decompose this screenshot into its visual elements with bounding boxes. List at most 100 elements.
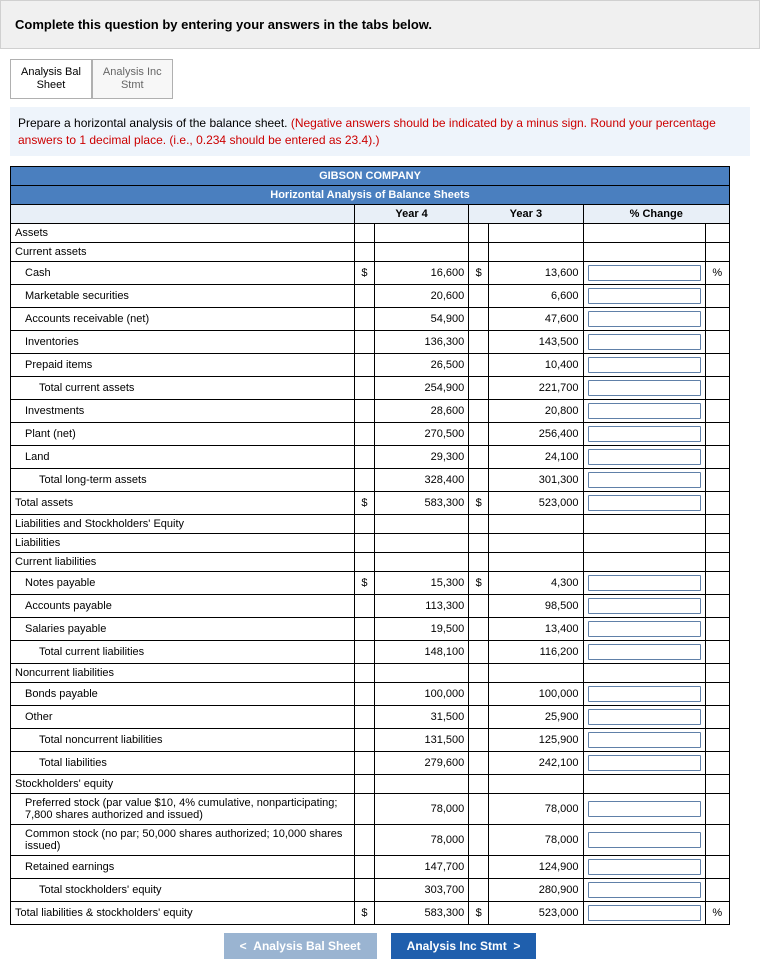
row-ncl: Noncurrent liabilities [11, 663, 355, 682]
prev-tab-label: Analysis Bal Sheet [253, 939, 360, 953]
chevron-right-icon: > [513, 939, 520, 953]
row-tca-label: Total current assets [11, 376, 355, 399]
next-tab-button[interactable]: Analysis Inc Stmt > [391, 933, 537, 959]
row-other-y3: 25,900 [489, 705, 583, 728]
row-tlta-label: Total long-term assets [11, 468, 355, 491]
row-other-y4: 31,500 [374, 705, 468, 728]
row-tlse-pct: % [705, 901, 729, 924]
row-sp-chg-input[interactable] [588, 621, 701, 637]
row-tlse-chg-input[interactable] [588, 905, 701, 921]
instruction-banner: Complete this question by entering your … [0, 0, 760, 49]
row-plant-y4: 270,500 [374, 422, 468, 445]
row-ta-chg-input[interactable] [588, 495, 701, 511]
row-common-chg-input[interactable] [588, 832, 701, 848]
row-tncl-chg-input[interactable] [588, 732, 701, 748]
row-bp-y4: 100,000 [374, 682, 468, 705]
row-sp-y3: 13,400 [489, 617, 583, 640]
row-tl-y4: 279,600 [374, 751, 468, 774]
row-assets: Assets [11, 223, 355, 242]
row-ar-y3: 47,600 [489, 307, 583, 330]
row-re-chg-input[interactable] [588, 859, 701, 875]
row-cash-label: Cash [11, 261, 355, 284]
row-cash-cur4: $ [354, 261, 374, 284]
row-inv-label: Inventories [11, 330, 355, 353]
row-plant-y3: 256,400 [489, 422, 583, 445]
row-prepaid-y4: 26,500 [374, 353, 468, 376]
row-common-label: Common stock (no par; 50,000 shares auth… [11, 824, 355, 855]
row-tcl-chg-input[interactable] [588, 644, 701, 660]
row-ta-y4: 583,300 [374, 491, 468, 514]
row-pref-label: Preferred stock (par value $10, 4% cumul… [11, 793, 355, 824]
row-np-chg-input[interactable] [588, 575, 701, 591]
tab-analysis-inc-stmt[interactable]: Analysis Inc Stmt [92, 59, 173, 99]
row-ar-chg-input[interactable] [588, 311, 701, 327]
row-liab-se: Liabilities and Stockholders' Equity [11, 514, 355, 533]
row-tse-y3: 280,900 [489, 878, 583, 901]
next-tab-label: Analysis Inc Stmt [407, 939, 507, 953]
row-ta-cur3: $ [469, 491, 489, 514]
row-other-label: Other [11, 705, 355, 728]
row-bp-label: Bonds payable [11, 682, 355, 705]
row-tncl-y4: 131,500 [374, 728, 468, 751]
balance-sheet-table: GIBSON COMPANY Horizontal Analysis of Ba… [10, 166, 730, 925]
row-tse-y4: 303,700 [374, 878, 468, 901]
row-prepaid-label: Prepaid items [11, 353, 355, 376]
nav-bottom: < Analysis Bal Sheet Analysis Inc Stmt > [0, 933, 760, 959]
row-inv-y3: 143,500 [489, 330, 583, 353]
row-bp-chg-input[interactable] [588, 686, 701, 702]
tab-analysis-bal-sheet[interactable]: Analysis Bal Sheet [10, 59, 92, 99]
question-prompt: Prepare a horizontal analysis of the bal… [10, 107, 750, 155]
row-ta-cur4: $ [354, 491, 374, 514]
row-other-chg-input[interactable] [588, 709, 701, 725]
col-change: % Change [583, 204, 729, 223]
row-ta-y3: 523,000 [489, 491, 583, 514]
row-bp-y3: 100,000 [489, 682, 583, 705]
row-np-y3: 4,300 [489, 571, 583, 594]
col-year3: Year 3 [469, 204, 583, 223]
row-ta-label: Total assets [11, 491, 355, 514]
row-mkt-label: Marketable securities [11, 284, 355, 307]
tabs-row: Analysis Bal Sheet Analysis Inc Stmt [10, 59, 750, 99]
row-tca-chg-input[interactable] [588, 380, 701, 396]
row-investments-chg-input[interactable] [588, 403, 701, 419]
row-tl-chg-input[interactable] [588, 755, 701, 771]
col-year4: Year 4 [354, 204, 468, 223]
prev-tab-button[interactable]: < Analysis Bal Sheet [224, 933, 377, 959]
row-land-label: Land [11, 445, 355, 468]
row-np-y4: 15,300 [374, 571, 468, 594]
row-ap-chg-input[interactable] [588, 598, 701, 614]
row-mkt-y4: 20,600 [374, 284, 468, 307]
row-ar-label: Accounts receivable (net) [11, 307, 355, 330]
row-tlta-y4: 328,400 [374, 468, 468, 491]
row-inv-chg-input[interactable] [588, 334, 701, 350]
row-pref-chg-input[interactable] [588, 801, 701, 817]
company-header: GIBSON COMPANY [11, 166, 730, 185]
row-cur-liab: Current liabilities [11, 552, 355, 571]
row-land-chg-input[interactable] [588, 449, 701, 465]
row-tncl-label: Total noncurrent liabilities [11, 728, 355, 751]
row-plant-chg-input[interactable] [588, 426, 701, 442]
row-mkt-chg-input[interactable] [588, 288, 701, 304]
row-tca-y4: 254,900 [374, 376, 468, 399]
row-tse-chg-input[interactable] [588, 882, 701, 898]
row-tlse-cur4: $ [354, 901, 374, 924]
row-cash-y3: 13,600 [489, 261, 583, 284]
row-investments-y4: 28,600 [374, 399, 468, 422]
row-cash-chg-input[interactable] [588, 265, 701, 281]
row-inv-y4: 136,300 [374, 330, 468, 353]
row-prepaid-chg-input[interactable] [588, 357, 701, 373]
row-np-label: Notes payable [11, 571, 355, 594]
row-ap-y4: 113,300 [374, 594, 468, 617]
row-current-assets: Current assets [11, 242, 355, 261]
row-np-cur4: $ [354, 571, 374, 594]
chevron-left-icon: < [240, 939, 247, 953]
row-tlta-chg-input[interactable] [588, 472, 701, 488]
row-tlse-y3: 523,000 [489, 901, 583, 924]
row-tcl-y4: 148,100 [374, 640, 468, 663]
row-land-y4: 29,300 [374, 445, 468, 468]
row-prepaid-y3: 10,400 [489, 353, 583, 376]
row-investments-y3: 20,800 [489, 399, 583, 422]
row-tca-y3: 221,700 [489, 376, 583, 399]
row-ap-label: Accounts payable [11, 594, 355, 617]
row-tlse-y4: 583,300 [374, 901, 468, 924]
